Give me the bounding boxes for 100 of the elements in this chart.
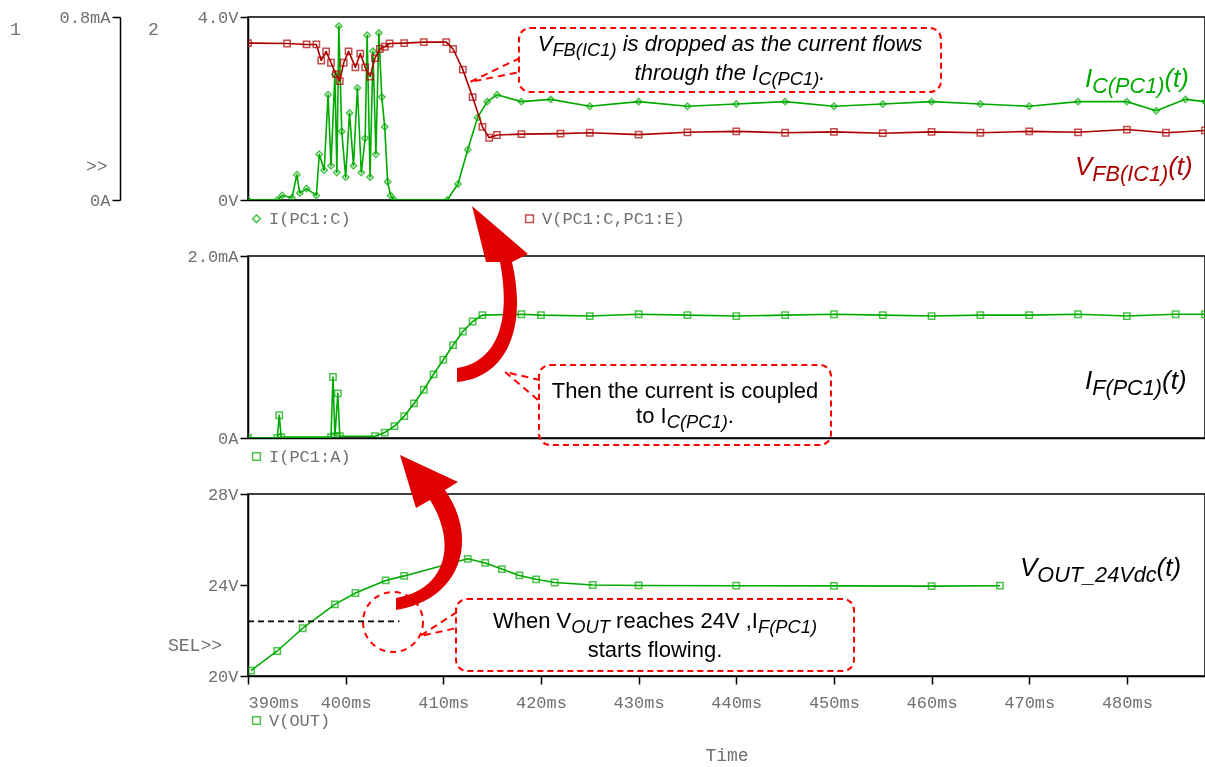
point — [442, 38, 451, 47]
point — [468, 93, 477, 101]
point — [732, 127, 741, 136]
point — [361, 134, 370, 143]
point — [1162, 128, 1170, 137]
point — [390, 422, 399, 431]
point — [275, 411, 284, 420]
point — [312, 40, 321, 49]
x-tick-label: 400ms — [320, 693, 372, 713]
point — [400, 412, 409, 421]
point — [363, 31, 372, 40]
point — [449, 45, 457, 53]
point — [1171, 310, 1180, 319]
point — [351, 589, 360, 597]
point — [478, 122, 487, 131]
point — [292, 170, 301, 179]
y2-tick-label: 4.0V — [197, 8, 240, 28]
point — [377, 93, 386, 101]
x-axis-title: Time — [705, 745, 749, 766]
point — [449, 341, 457, 350]
point — [683, 311, 692, 320]
point — [331, 432, 339, 438]
legend-label: I(PC1:C) — [269, 209, 351, 229]
point — [927, 312, 936, 320]
point — [493, 131, 501, 139]
point — [830, 310, 838, 319]
point — [550, 578, 559, 587]
x-tick-label: 420ms — [515, 693, 567, 713]
x-tick-label: 390ms — [248, 693, 300, 713]
point — [1074, 310, 1082, 319]
point — [532, 575, 540, 584]
x-tick-label: 440ms — [711, 693, 763, 713]
point — [344, 47, 353, 56]
point — [400, 39, 409, 47]
x-tick-label: 410ms — [418, 693, 470, 713]
point — [337, 127, 346, 136]
point — [380, 428, 389, 437]
point — [483, 97, 492, 106]
point — [351, 63, 360, 72]
point — [481, 559, 490, 567]
point — [283, 39, 291, 48]
point — [976, 311, 985, 320]
point — [478, 311, 487, 320]
point — [556, 129, 565, 138]
point — [515, 571, 524, 580]
point — [585, 312, 594, 320]
point — [732, 100, 741, 108]
annotation: V$_{FB(IC1)}$(t) — [1075, 151, 1193, 187]
point — [419, 38, 428, 47]
point — [634, 130, 643, 139]
point — [458, 327, 467, 336]
y2-tick-label: 0V — [218, 191, 240, 211]
point — [976, 128, 985, 137]
point — [585, 102, 594, 111]
point — [996, 581, 1004, 590]
annotation: Then the current is coupled to I$_{C(PC1)}$. — [550, 377, 820, 433]
point — [429, 370, 438, 379]
y-tick-label: 28V — [207, 485, 240, 505]
point — [1122, 312, 1131, 320]
point — [830, 102, 838, 111]
legend-label: V(OUT) — [269, 711, 331, 731]
point — [781, 311, 789, 320]
point — [463, 554, 472, 563]
point — [485, 133, 494, 142]
point — [463, 145, 472, 154]
point — [517, 97, 526, 106]
point — [830, 127, 838, 136]
point — [1074, 128, 1082, 137]
point — [419, 385, 428, 394]
point — [781, 128, 789, 137]
point — [381, 576, 390, 585]
point — [312, 191, 321, 200]
point — [927, 97, 936, 106]
point — [1122, 125, 1131, 134]
point — [356, 49, 365, 58]
point — [298, 624, 307, 633]
point — [334, 22, 343, 31]
text: >> — [86, 157, 108, 177]
point — [315, 150, 324, 159]
point — [1025, 102, 1034, 111]
y-tick-label: 24V — [207, 576, 240, 596]
y-tick-label: 0A — [90, 191, 112, 211]
point — [683, 128, 692, 137]
point — [374, 29, 383, 37]
point — [371, 432, 379, 438]
annotation: V$_{FB(IC1)}$ is dropped as the current flows through the I$_{C(PC1)}$. — [536, 30, 924, 90]
y-tick-label: 0A — [218, 429, 240, 449]
point — [537, 311, 545, 320]
text: SEL>> — [168, 636, 223, 656]
point — [878, 129, 887, 138]
point — [331, 600, 339, 609]
point — [329, 373, 337, 381]
point — [302, 40, 311, 49]
y-tick-label: 0.8mA — [59, 8, 112, 28]
point — [458, 65, 467, 74]
point — [295, 189, 304, 198]
annotation: I$_{C(PC1)}$(t) — [1085, 63, 1189, 99]
point — [585, 128, 594, 137]
legend-label: I(PC1:A) — [269, 447, 351, 467]
point — [380, 42, 389, 51]
